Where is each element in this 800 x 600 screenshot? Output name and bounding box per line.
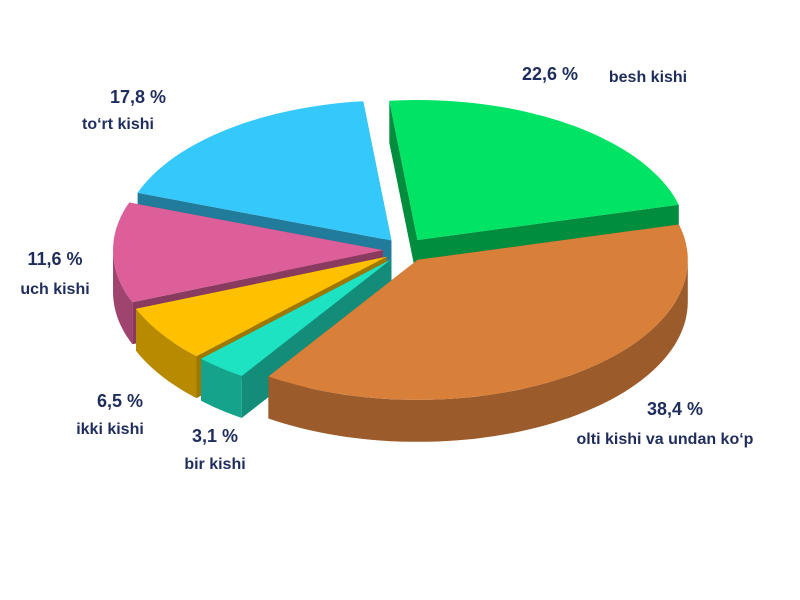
slice-side — [136, 308, 197, 399]
category-label: olti kishi va undan ko‘p — [577, 431, 754, 448]
category-label: besh kishi — [609, 69, 687, 86]
slice-side — [113, 250, 133, 345]
slice-edge — [389, 100, 418, 282]
slice — [389, 100, 679, 240]
slice — [136, 256, 387, 357]
category-label: ikki kishi — [76, 421, 144, 438]
value-label: 38,4 % — [647, 399, 703, 419]
category-label: to‘rt kishi — [82, 116, 154, 133]
value-label: 11,6 % — [27, 249, 82, 269]
slice — [268, 224, 688, 400]
value-label: 22,6 % — [522, 64, 578, 84]
slice-side — [201, 358, 242, 418]
slice — [137, 101, 392, 241]
slice-side — [268, 259, 688, 442]
slice — [113, 202, 383, 303]
category-label: bir kishi — [184, 456, 245, 473]
category-label: uch kishi — [20, 281, 89, 298]
value-label: 3,1 % — [192, 426, 238, 446]
value-label: 17,8 % — [110, 87, 166, 107]
slice-tops — [113, 100, 688, 400]
slice — [201, 259, 392, 376]
value-label: 6,5 % — [97, 391, 143, 411]
